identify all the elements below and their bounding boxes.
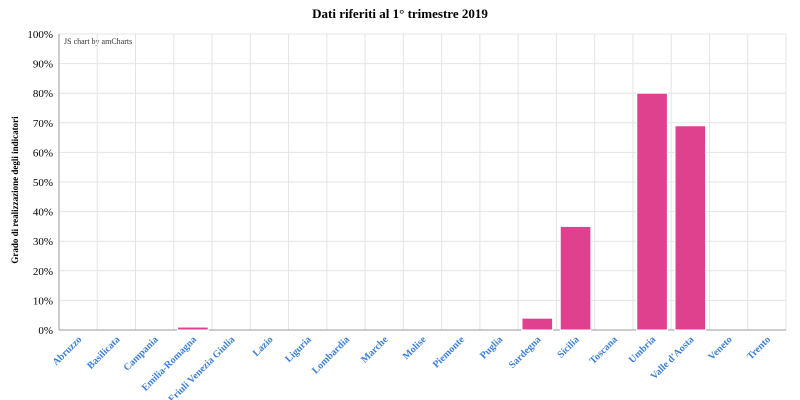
y-tick-label: 20% [33,266,53,278]
y-tick-label: 30% [33,236,53,248]
x-tick-label: Molise [401,334,429,362]
bar-sicilia[interactable] [559,225,592,331]
y-tick-label: 50% [33,177,53,189]
x-tick-label: Marche [359,334,391,366]
x-tick-label: Campania [122,334,161,373]
bar-emilia-romagna[interactable] [177,326,209,331]
bar-valle-d-aosta[interactable] [674,125,707,331]
x-tick-label: Basilicata [85,334,122,371]
x-tick-label: Toscana [588,334,620,366]
y-tick-label: 0% [38,325,53,337]
x-tick-label: Veneto [706,334,734,362]
x-tick-label: Umbria [627,334,658,365]
x-tick-label: Sardegna [507,334,543,370]
y-tick-label: 80% [33,88,53,100]
x-tick-label: Sicilia [555,334,581,360]
amcharts-credit-link[interactable]: JS chart by amCharts [64,37,133,46]
x-tick-label: Trento [745,334,773,362]
bar-umbria[interactable] [636,92,668,331]
x-tick-label: Piemonte [431,334,467,370]
y-tick-label: 10% [33,295,53,307]
x-tick-label: Lombardia [310,334,352,376]
y-tick-label: 90% [33,59,53,71]
chart-title: Dati riferiti al 1° trimestre 2019 [312,6,488,21]
y-tick-label: 40% [33,207,53,219]
x-tick-label: Friuli Venezia Giulia [167,334,238,400]
x-tick-label: Liguria [283,334,314,365]
x-tick-label: Lazio [251,334,276,359]
x-tick-label: Abruzzo [51,334,85,368]
y-tick-label: 70% [33,118,53,130]
bar-sardegna[interactable] [521,317,554,331]
y-tick-label: 100% [27,29,53,41]
y-tick-label: 60% [33,147,53,159]
x-tick-label: Puglia [478,334,505,361]
